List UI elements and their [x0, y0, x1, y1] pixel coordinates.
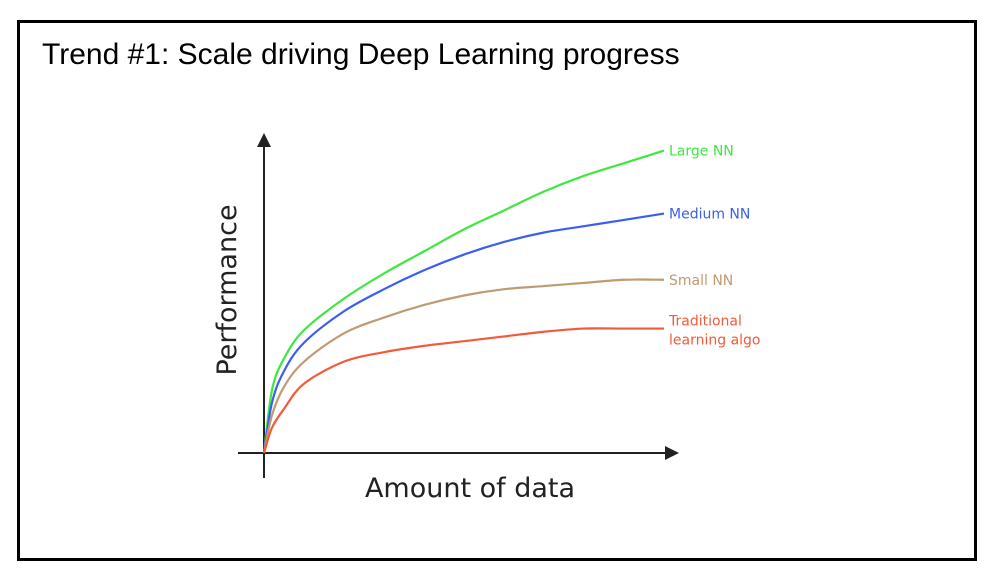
series-line-medium-nn	[262, 212, 665, 454]
series-line-traditional-learning-algo	[262, 327, 664, 454]
series-label-small-nn: Small NN	[669, 273, 733, 289]
series-line-small-nn	[262, 278, 665, 454]
series-label-medium-nn: Medium NN	[669, 207, 750, 223]
series-label-large-nn: Large NN	[669, 144, 734, 160]
series-line-large-nn	[262, 149, 665, 454]
y-axis-label: Performance	[212, 204, 243, 375]
slide-title: Trend #1: Scale driving Deep Learning pr…	[42, 38, 680, 71]
series-label-traditional-learning-algo: Traditional learning algo	[668, 314, 761, 349]
x-axis-label: Amount of data	[365, 473, 575, 504]
